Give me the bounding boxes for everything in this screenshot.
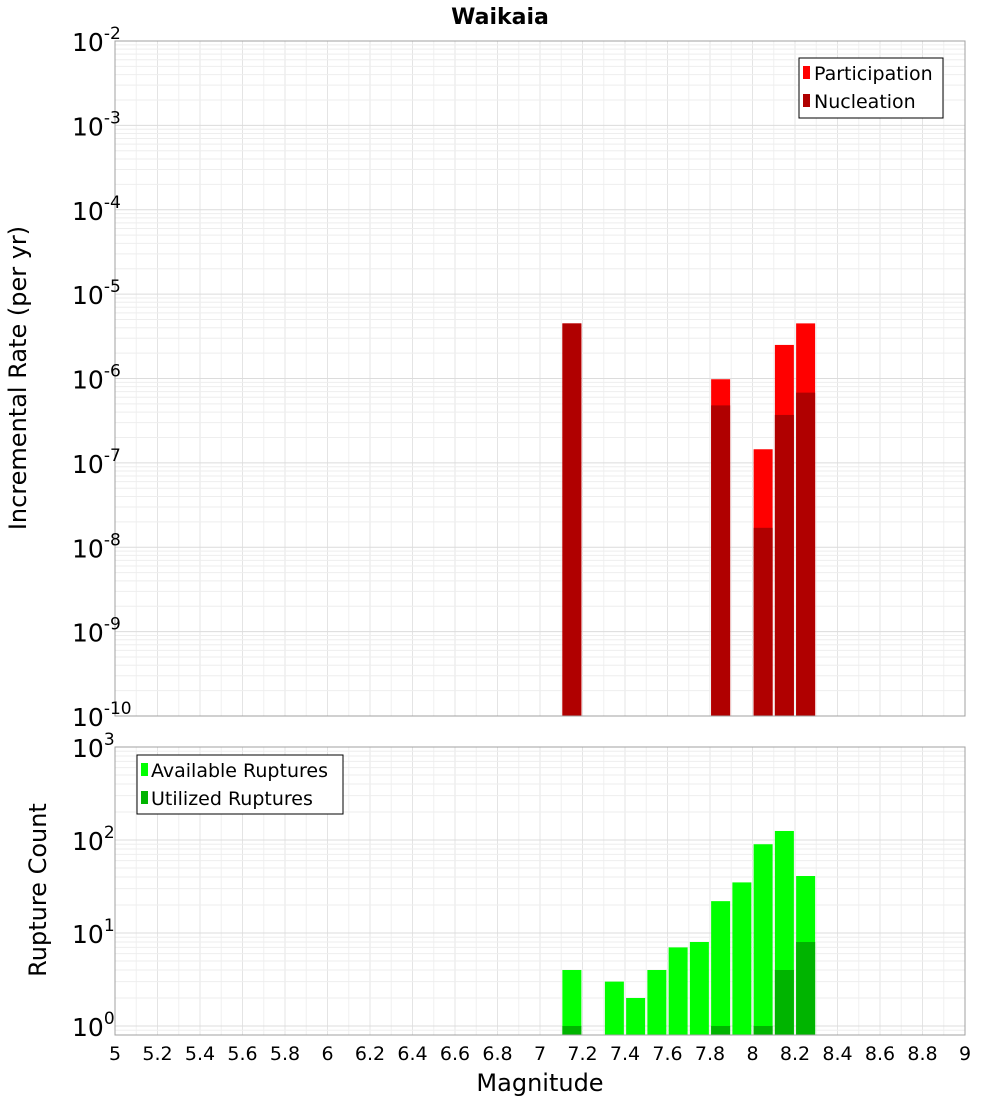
bottom-bar-available-ruptures — [732, 882, 752, 1035]
x-tick-label: 6.4 — [397, 1043, 427, 1065]
bottom-y-tick-label: 102 — [72, 823, 115, 856]
bottom-bar-available-ruptures — [753, 844, 773, 1035]
bottom-bar-available-ruptures — [626, 997, 646, 1035]
top-y-axis-label: Incremental Rate (per yr) — [4, 226, 32, 530]
available-ruptures-swatch — [141, 763, 148, 776]
utilized-ruptures-swatch — [141, 791, 148, 804]
x-tick-label: 8.6 — [865, 1043, 895, 1065]
top-y-tick-label: 10-8 — [72, 530, 121, 563]
bottom-y-tick-label: 101 — [72, 916, 115, 949]
x-tick-label: 5.4 — [185, 1043, 215, 1065]
top-bar-nucleation — [753, 527, 773, 716]
x-tick-label: 6.6 — [440, 1043, 470, 1065]
top-y-tick-label: 10-6 — [72, 362, 121, 395]
bottom-legend-box — [136, 754, 344, 815]
top-plot-frame — [114, 40, 966, 717]
top-bar-nucleation — [774, 414, 794, 716]
x-axis-label: Magnitude — [476, 1069, 603, 1097]
top-y-tick-label: 10-4 — [72, 193, 121, 226]
bottom-bar-available-ruptures — [647, 969, 667, 1035]
top-y-tick-label: 10-10 — [72, 699, 132, 732]
top-bar-nucleation — [711, 405, 731, 716]
top-plot-area: 10-2 10-3 10-4 10-5 10-6 10-7 10-8 10-9 10-10 — [72, 24, 966, 732]
x-tick-label: 7.4 — [610, 1043, 640, 1065]
x-tick-label: 7.2 — [567, 1043, 597, 1065]
top-legend-box — [798, 57, 944, 119]
x-tick-label: 6 — [321, 1043, 333, 1065]
participation-swatch — [803, 66, 810, 79]
bottom-y-tick-label: 103 — [72, 730, 115, 763]
top-y-tick-label: 10-2 — [72, 24, 121, 57]
x-tick-label: 5 — [109, 1043, 121, 1065]
participation-legend-label: Participation — [814, 63, 933, 85]
chart-title: Waikaia — [451, 5, 549, 30]
x-tick-label: 8.4 — [822, 1043, 852, 1065]
top-y-tick-label: 10-3 — [72, 108, 121, 141]
nucleation-swatch — [803, 94, 810, 107]
x-tick-label: 6.8 — [482, 1043, 512, 1065]
bottom-plot-frame — [114, 746, 966, 1036]
x-tick-label: 8.2 — [780, 1043, 810, 1065]
x-tick-label: 7.8 — [695, 1043, 725, 1065]
x-tick-label: 5.6 — [227, 1043, 257, 1065]
bottom-bar-available-ruptures — [562, 969, 582, 1035]
bottom-y-axis-label: Rupture Count — [24, 803, 52, 977]
utilized-ruptures-legend-label: Utilized Ruptures — [151, 788, 313, 810]
bottom-legend: Available Ruptures Utilized Ruptures — [136, 754, 344, 815]
available-ruptures-legend-label: Available Ruptures — [151, 760, 328, 782]
x-tick-label: 8 — [746, 1043, 758, 1065]
bottom-bar-utilized-ruptures — [774, 969, 794, 1035]
bottom-bar-available-ruptures — [604, 981, 624, 1035]
top-bar-nucleation — [796, 392, 816, 716]
bottom-bar-available-ruptures — [711, 901, 731, 1035]
bottom-bar-available-ruptures — [668, 947, 688, 1035]
bottom-bar-utilized-ruptures — [711, 1025, 731, 1035]
x-tick-label: 9 — [959, 1043, 971, 1065]
top-bar-nucleation — [562, 323, 582, 716]
top-y-tick-label: 10-5 — [72, 277, 121, 310]
x-tick-label: 7 — [534, 1043, 546, 1065]
x-axis-ticks: 5 5.2 5.4 5.6 5.8 6 6.2 6.4 6.6 6.8 7 7.2 7.4 7.6 7.8 8… — [109, 1043, 971, 1065]
bottom-bar-available-ruptures — [689, 942, 709, 1035]
bottom-bar-utilized-ruptures — [796, 942, 816, 1035]
x-tick-label: 6.2 — [355, 1043, 385, 1065]
top-y-tick-label: 10-9 — [72, 615, 121, 648]
top-legend: Participation Nucleation — [798, 57, 944, 119]
x-tick-label: 5.8 — [270, 1043, 300, 1065]
bottom-y-tick-label: 100 — [72, 1009, 115, 1042]
x-tick-label: 7.6 — [652, 1043, 682, 1065]
bottom-bar-utilized-ruptures — [753, 1025, 773, 1035]
nucleation-legend-label: Nucleation — [814, 91, 916, 113]
x-tick-label: 8.8 — [907, 1043, 937, 1065]
top-y-tick-label: 10-7 — [72, 446, 121, 479]
bottom-bar-utilized-ruptures — [562, 1025, 582, 1035]
x-tick-label: 5.2 — [142, 1043, 172, 1065]
